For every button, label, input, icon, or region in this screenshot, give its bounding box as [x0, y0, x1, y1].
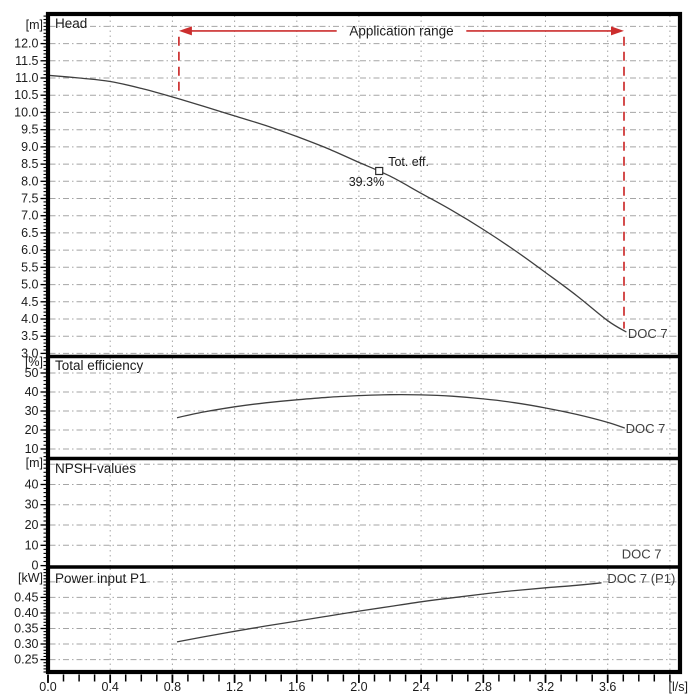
curve-head-doc-7 — [47, 74, 627, 333]
head-ytick-label: 7.5 — [21, 192, 38, 206]
head-ytick-label: 10.5 — [14, 88, 38, 102]
head-ytick-label: 8.5 — [21, 157, 38, 171]
head-ytick-label: 12.0 — [14, 37, 38, 51]
x-tick-label: 2.4 — [412, 680, 429, 694]
application-range-label: Application range — [349, 23, 453, 38]
npsh-ytick-label: 20 — [25, 518, 39, 532]
power-ytick-label: 0.40 — [14, 606, 38, 620]
head-unit-label: [m] — [26, 18, 43, 32]
curve-label-efficiency: DOC 7 — [626, 421, 666, 436]
panel-npsh — [40, 459, 679, 567]
efficiency-panel-title: Total efficiency — [55, 358, 144, 373]
npsh-panel-title: NPSH-values — [55, 461, 136, 476]
head-ytick-label: 5.0 — [21, 278, 38, 292]
power-ytick-label: 0.30 — [14, 637, 38, 651]
power-ytick-label: 0.25 — [14, 653, 38, 667]
panel-efficiency — [40, 357, 679, 458]
npsh-ytick-label: 10 — [25, 538, 39, 552]
tot-eff-value-label: 39.3% — [349, 175, 384, 189]
x-tick-label: 2.0 — [350, 680, 367, 694]
power-ytick-label: 0.45 — [14, 590, 38, 604]
npsh-ytick-label: 0 — [32, 559, 39, 573]
head-ytick-label: 6.0 — [21, 243, 38, 257]
power-ytick-label: 0.35 — [14, 622, 38, 636]
efficiency-unit-label: [%] — [25, 355, 43, 369]
x-tick-label: 0.4 — [102, 680, 119, 694]
curve-label-npsh: DOC 7 — [622, 546, 662, 561]
chart-border — [45, 11, 683, 675]
arrow-right-icon — [611, 26, 624, 36]
npsh-ytick-label: 30 — [25, 498, 39, 512]
npsh-ytick-label: 40 — [25, 478, 39, 492]
head-ytick-label: 11.0 — [15, 71, 38, 85]
curve-power-doc-7-p1- — [176, 582, 602, 643]
head-ytick-label: 9.0 — [21, 140, 38, 154]
head-ytick-label: 3.0 — [21, 346, 38, 360]
head-ytick-label: 8.0 — [21, 174, 38, 188]
npsh-unit-label: [m] — [26, 456, 43, 470]
head-ytick-label: 6.5 — [21, 226, 38, 240]
head-panel-title: Head — [55, 16, 87, 31]
x-unit-label: [l/s] — [669, 680, 688, 694]
head-ytick-label: 9.5 — [21, 123, 38, 137]
x-tick-label: 3.2 — [537, 680, 554, 694]
arrow-left-icon — [178, 26, 192, 36]
efficiency-ytick-label: 50 — [25, 366, 39, 380]
efficiency-ytick-label: 20 — [25, 423, 39, 437]
head-ytick-label: 7.0 — [21, 209, 38, 223]
efficiency-ytick-label: 30 — [25, 404, 39, 418]
x-tick-label: 2.8 — [475, 680, 492, 694]
head-ytick-label: 4.5 — [21, 295, 38, 309]
x-tick-label: 0.0 — [39, 680, 56, 694]
x-tick-label: 0.8 — [164, 680, 181, 694]
curve-efficiency-doc-7 — [176, 393, 625, 429]
efficiency-ytick-label: 10 — [25, 442, 39, 456]
head-ytick-label: 3.5 — [21, 329, 38, 343]
efficiency-ytick-label: 40 — [25, 385, 39, 399]
head-ytick-label: 5.5 — [21, 260, 38, 274]
x-tick-label: 3.6 — [599, 680, 616, 694]
power-unit-label: [kW] — [18, 571, 43, 585]
x-tick-label: 1.2 — [226, 680, 243, 694]
tot-eff-label: Tot. eff. — [388, 155, 429, 169]
head-ytick-label: 11.5 — [15, 54, 38, 68]
x-tick-label: 1.6 — [288, 680, 305, 694]
curve-label-power: DOC 7 (P1) — [607, 571, 675, 586]
head-ytick-label: 4.0 — [21, 312, 38, 326]
head-ytick-label: 10.0 — [14, 105, 38, 119]
curve-label-head: DOC 7 — [628, 326, 668, 341]
duty-point-marker — [375, 166, 384, 176]
power-panel-title: Power input P1 — [55, 571, 147, 586]
